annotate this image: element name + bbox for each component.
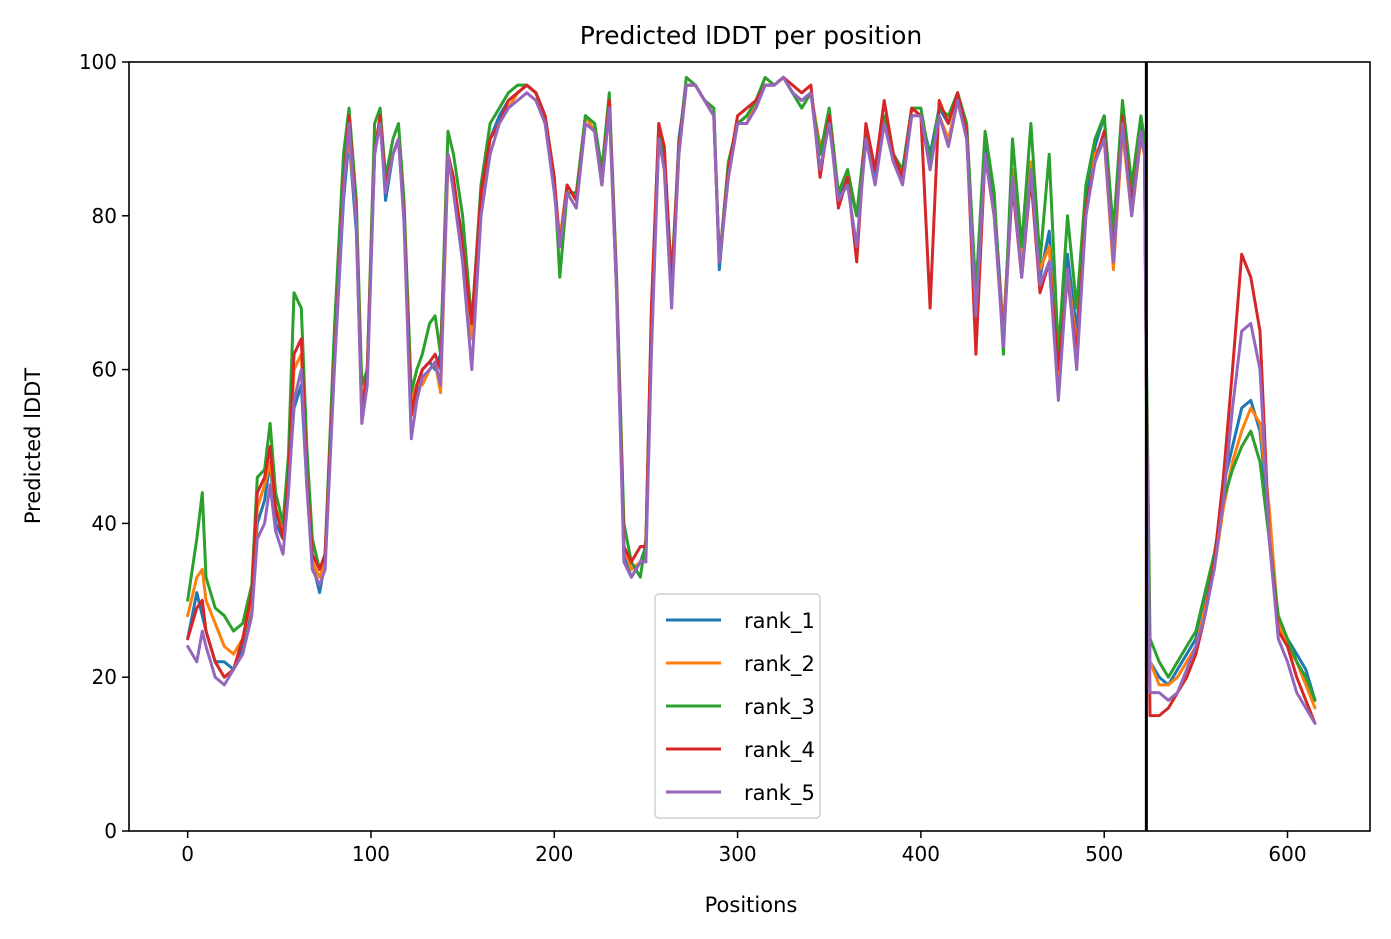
y-tick-label: 100 [79,50,117,74]
y-tick-label: 0 [104,819,117,843]
y-axis-label: Predicted lDDT [21,368,45,524]
legend-label-rank_1: rank_1 [744,609,815,634]
x-tick-label: 500 [1085,842,1123,866]
series-layer [186,75,1317,725]
legend: rank_1 rank_2 rank_3 rank_4 rank_5 [654,593,821,819]
chart-title: Predicted lDDT per position [580,21,922,50]
x-axis: 0 100 200 300 400 500 600 [181,831,1307,866]
x-tick-label: 200 [535,842,573,866]
y-tick-label: 80 [92,204,117,228]
series-line-rank_5 [186,75,1317,725]
y-tick-label: 20 [92,665,117,689]
legend-box [654,593,821,819]
x-axis-label: Positions [705,893,798,917]
legend-label-rank_5: rank_5 [744,781,815,806]
y-axis: 0 20 40 60 80 100 [79,50,129,843]
x-tick-label: 300 [718,842,756,866]
y-tick-label: 40 [92,511,117,535]
plot-frame [128,61,1371,832]
x-tick-label: 600 [1268,842,1306,866]
x-tick-label: 400 [902,842,940,866]
x-tick-label: 0 [181,842,194,866]
y-tick-label: 60 [92,358,117,382]
legend-label-rank_3: rank_3 [744,695,815,720]
legend-label-rank_2: rank_2 [744,652,815,677]
x-tick-label: 100 [352,842,390,866]
legend-label-rank_4: rank_4 [744,738,815,763]
